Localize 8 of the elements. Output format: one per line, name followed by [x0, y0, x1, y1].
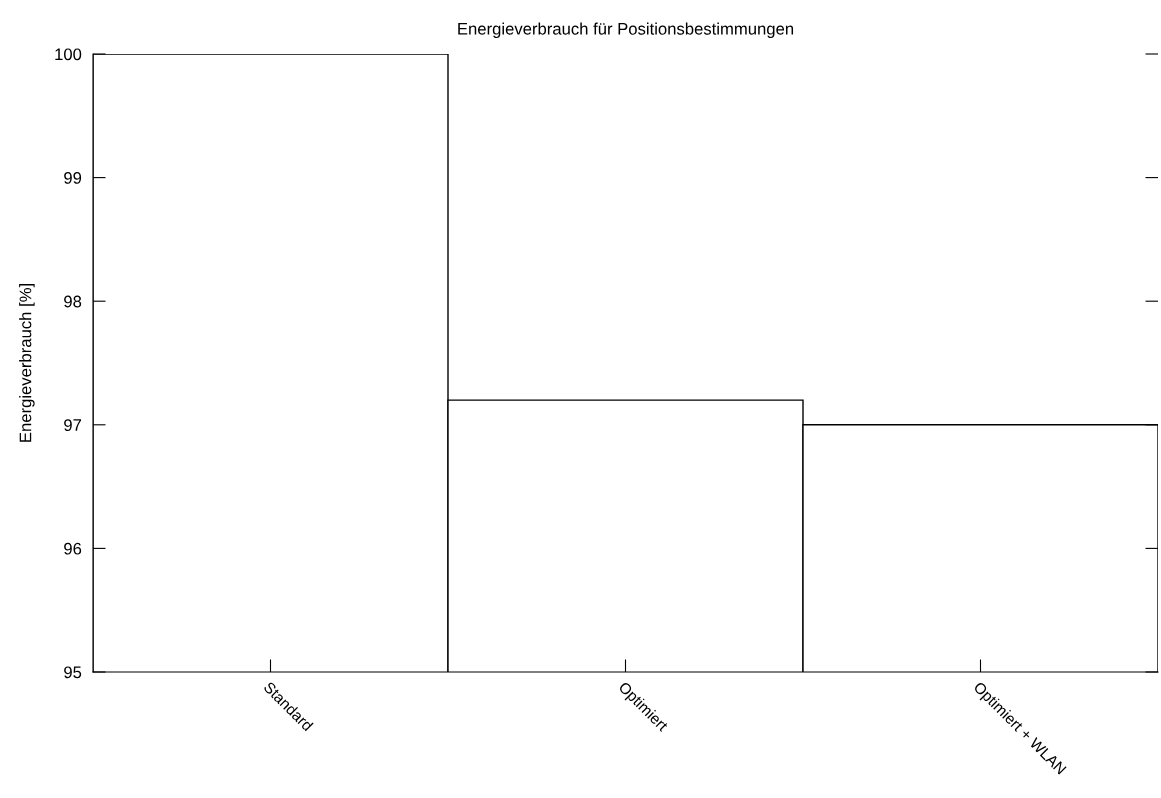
- y-tick-label: 96: [64, 542, 82, 555]
- y-tick-label: 100: [55, 48, 82, 61]
- y-tick-label: 97: [64, 419, 82, 431]
- y-tick-label: 99: [64, 172, 82, 184]
- y-tick-label: 98: [64, 295, 82, 308]
- y-tick-label: 95: [64, 666, 82, 679]
- y-axis-title: Energieverbrauch [%]: [19, 284, 35, 442]
- chart-title: Energieverbrauch für Positionsbestimmungen: [458, 22, 794, 39]
